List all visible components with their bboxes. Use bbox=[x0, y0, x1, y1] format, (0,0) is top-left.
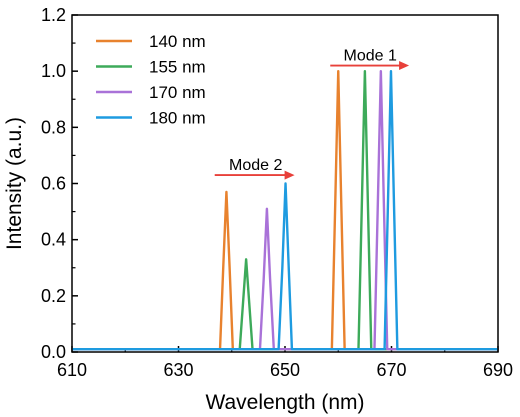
plot-frame bbox=[71, 14, 499, 353]
mode-label: Mode 2 bbox=[229, 157, 282, 174]
y-tick-label: 1.0 bbox=[41, 61, 66, 81]
mode-arrow-head bbox=[399, 61, 410, 71]
mode-arrow-head bbox=[284, 170, 295, 180]
series-line-180-nm bbox=[72, 69, 498, 351]
y-tick-label: 0.2 bbox=[41, 286, 66, 306]
y-tick-label: 0.0 bbox=[41, 342, 66, 362]
legend: 140 nm 155 nm 170 nm 180 nm bbox=[96, 32, 206, 128]
x-tick-label: 650 bbox=[270, 360, 300, 380]
x-tick-label: 630 bbox=[163, 360, 193, 380]
y-axis-label: Intensity (a.u.) bbox=[3, 117, 26, 250]
series-lines bbox=[72, 69, 498, 351]
x-tick-label: 610 bbox=[57, 360, 87, 380]
legend-label: 155 nm bbox=[149, 58, 206, 77]
y-tick-label: 0.4 bbox=[41, 230, 66, 250]
x-tick-label: 670 bbox=[376, 360, 406, 380]
legend-label: 180 nm bbox=[149, 109, 206, 128]
y-tick-label: 0.8 bbox=[41, 117, 66, 137]
x-axis-label: Wavelength (nm) bbox=[205, 391, 364, 414]
legend-label: 140 nm bbox=[149, 32, 206, 51]
annotations: Mode 1 Mode 2 bbox=[214, 47, 410, 180]
legend-label: 170 nm bbox=[149, 83, 206, 102]
mode-label: Mode 1 bbox=[344, 47, 397, 64]
x-tick-label: 690 bbox=[483, 360, 513, 380]
y-tick-label: 1.2 bbox=[41, 5, 66, 25]
axis-ticks: 610 630 650 670 690 0.0 0.2 0.4 0.6 0.8 1.0 1.2 bbox=[41, 5, 513, 380]
y-tick-label: 0.6 bbox=[41, 174, 66, 194]
